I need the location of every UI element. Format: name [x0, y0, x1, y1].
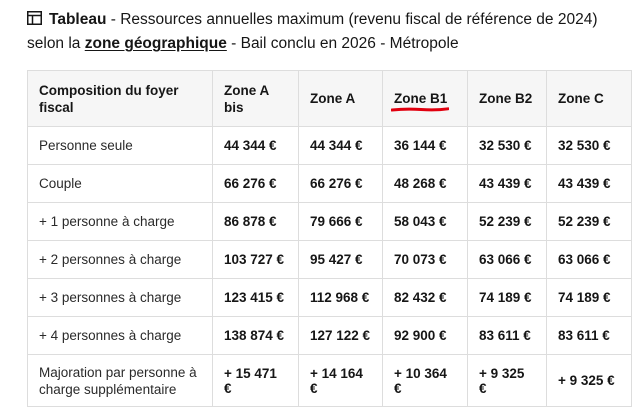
table-row: + 2 personnes à charge 103 727 € 95 427 … — [27, 240, 632, 279]
cell-zone-c: 52 239 € — [546, 202, 632, 241]
row-label: + 2 personnes à charge — [27, 240, 213, 279]
cell-zone-b2: 63 066 € — [467, 240, 547, 279]
cell-zone-a: 95 427 € — [298, 240, 383, 279]
header-composition: Composition du foyer fiscal — [27, 70, 213, 127]
table-row: + 4 personnes à charge 138 874 € 127 122… — [27, 316, 632, 355]
cell-zone-a: 112 968 € — [298, 278, 383, 317]
cell-zone-b1: + 10 364 € — [382, 354, 468, 407]
resources-table: Composition du foyer fiscal Zone A bis Z… — [27, 70, 632, 407]
table-body: Personne seule 44 344 € 44 344 € 36 144 … — [27, 126, 632, 407]
table-row: + 1 personne à charge 86 878 € 79 666 € … — [27, 202, 632, 241]
table-row: Majoration par personne à charge supplém… — [27, 354, 632, 407]
row-label: Couple — [27, 164, 213, 203]
cell-zone-a-bis: 44 344 € — [212, 126, 299, 165]
cell-zone-b2: 32 530 € — [467, 126, 547, 165]
cell-zone-c: + 9 325 € — [546, 354, 632, 407]
cell-zone-a-bis: 123 415 € — [212, 278, 299, 317]
cell-zone-b1: 36 144 € — [382, 126, 468, 165]
cell-zone-b1: 82 432 € — [382, 278, 468, 317]
cell-zone-c: 63 066 € — [546, 240, 632, 279]
cell-zone-b2: 83 611 € — [467, 316, 547, 355]
cell-zone-b1: 48 268 € — [382, 164, 468, 203]
cell-zone-b1: 58 043 € — [382, 202, 468, 241]
cell-zone-b1: 70 073 € — [382, 240, 468, 279]
row-label: + 4 personnes à charge — [27, 316, 213, 355]
zone-b1-label: Zone B1 — [394, 91, 448, 106]
cell-zone-a-bis: 103 727 € — [212, 240, 299, 279]
table-row: + 3 personnes à charge 123 415 € 112 968… — [27, 278, 632, 317]
header-zone-b1: Zone B1 — [382, 70, 468, 127]
row-label: Majoration par personne à charge supplém… — [27, 354, 213, 407]
row-label: + 3 personnes à charge — [27, 278, 213, 317]
cell-zone-a-bis: 66 276 € — [212, 164, 299, 203]
cell-zone-a-bis: 138 874 € — [212, 316, 299, 355]
title-text-part1: - Ressources annuelles maximum (revenu f… — [27, 11, 598, 52]
title-prefix: Tableau — [49, 11, 107, 28]
header-row: Composition du foyer fiscal Zone A bis Z… — [27, 70, 632, 127]
header-zone-b2: Zone B2 — [467, 70, 547, 127]
zone-geographique-link[interactable]: zone géographique — [84, 35, 227, 52]
cell-zone-b2: 74 189 € — [467, 278, 547, 317]
table-title: Tableau - Ressources annuelles maximum (… — [27, 8, 632, 56]
title-text-part2: - Bail conclu en 2026 - Métropole — [226, 35, 459, 52]
cell-zone-b2: 43 439 € — [467, 164, 547, 203]
header-zone-a: Zone A — [298, 70, 383, 127]
zone-b1-label-wrap: Zone B1 — [391, 90, 449, 112]
cell-zone-c: 83 611 € — [546, 316, 632, 355]
table-header: Composition du foyer fiscal Zone A bis Z… — [27, 70, 632, 127]
cell-zone-c: 43 439 € — [546, 164, 632, 203]
header-zone-a-bis: Zone A bis — [212, 70, 299, 127]
cell-zone-b2: 52 239 € — [467, 202, 547, 241]
cell-zone-a: 127 122 € — [298, 316, 383, 355]
row-label: + 1 personne à charge — [27, 202, 213, 241]
table-icon — [27, 11, 42, 25]
cell-zone-a-bis: + 15 471 € — [212, 354, 299, 407]
cell-zone-c: 32 530 € — [546, 126, 632, 165]
table-row: Personne seule 44 344 € 44 344 € 36 144 … — [27, 126, 632, 165]
row-label: Personne seule — [27, 126, 213, 165]
cell-zone-a: 79 666 € — [298, 202, 383, 241]
cell-zone-a-bis: 86 878 € — [212, 202, 299, 241]
cell-zone-a: + 14 164 € — [298, 354, 383, 407]
cell-zone-c: 74 189 € — [546, 278, 632, 317]
cell-zone-a: 66 276 € — [298, 164, 383, 203]
table-row: Couple 66 276 € 66 276 € 48 268 € 43 439… — [27, 164, 632, 203]
cell-zone-b1: 92 900 € — [382, 316, 468, 355]
red-underline-mark — [391, 107, 449, 112]
cell-zone-a: 44 344 € — [298, 126, 383, 165]
header-zone-c: Zone C — [546, 70, 632, 127]
cell-zone-b2: + 9 325 € — [467, 354, 547, 407]
